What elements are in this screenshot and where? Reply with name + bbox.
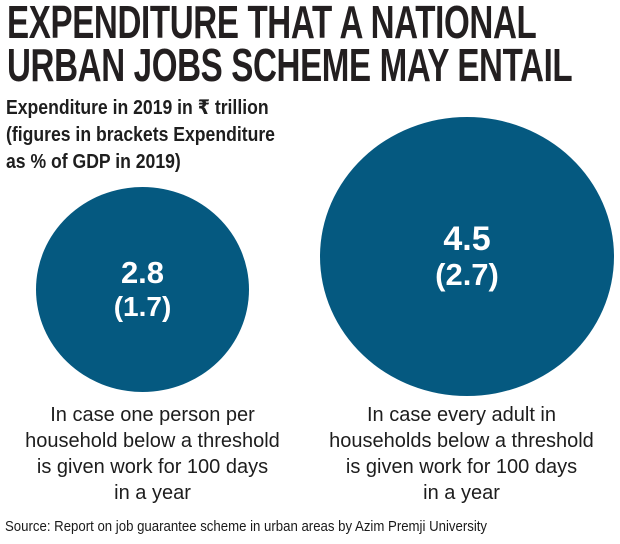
source-note: Source: Report on job guarantee scheme i… <box>5 518 488 535</box>
bubble-gdp-share-every-adult: (2.7) <box>435 257 499 292</box>
chart-title-line2: URBAN JOBS SCHEME MAY ENTAIL <box>7 39 573 91</box>
bubble-value-one-person: 2.8 <box>120 255 165 290</box>
bubble-caption-one-person: In case one person per household below a… <box>25 404 280 504</box>
bubble-caption-every-adult: In case every adult in households below … <box>329 404 594 504</box>
bubble-every-adult: 4.5 (2.7) <box>320 117 614 396</box>
chart-title-line1: EXPENDITURE THAT A NATIONAL <box>7 0 537 48</box>
chart-title: EXPENDITURE THAT A NATIONAL URBAN JOBS SC… <box>7 0 573 91</box>
bubble-value-every-adult: 4.5 <box>443 220 491 258</box>
chart-subtitle: Expenditure in 2019 in ₹ trillion (figur… <box>6 97 275 173</box>
bubble-one-person: 2.8 (1.7) <box>36 187 249 392</box>
bubble-gdp-share-one-person: (1.7) <box>113 291 172 322</box>
